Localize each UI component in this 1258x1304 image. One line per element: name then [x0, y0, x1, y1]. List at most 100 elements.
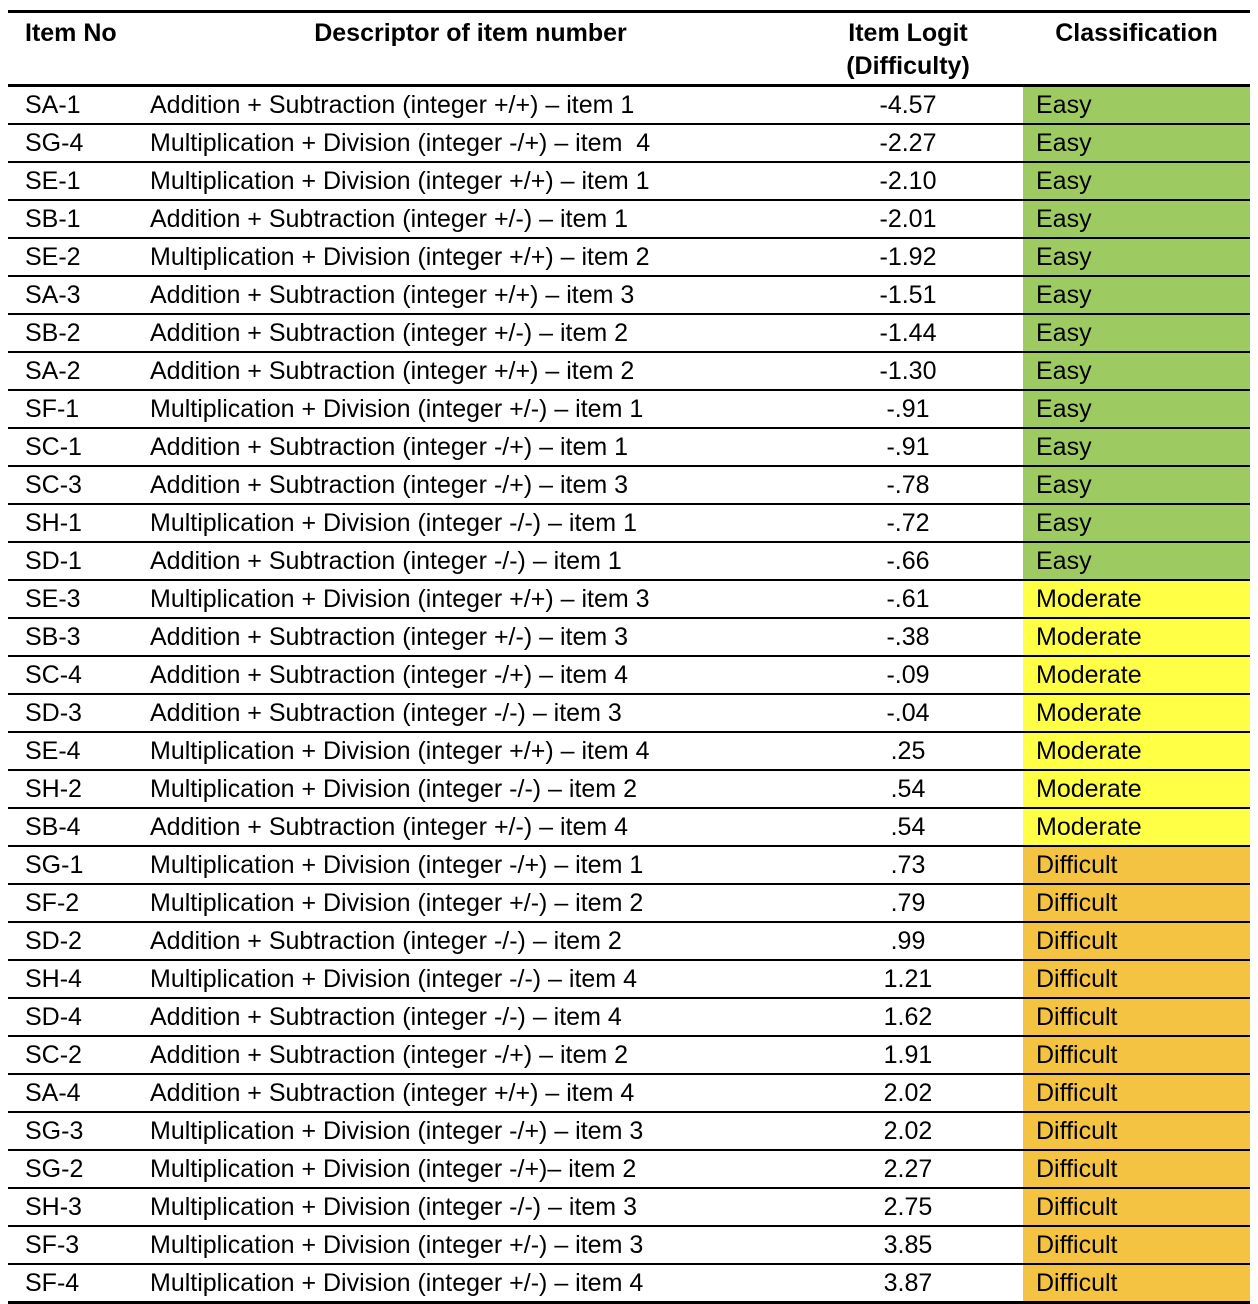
table-row: SD-2 Addition + Subtraction (integer -/-…	[8, 922, 1250, 960]
item-no-cell: SH-2	[25, 774, 82, 803]
logit-cell: .25	[890, 736, 926, 765]
item-no-cell: SA-3	[25, 280, 81, 309]
descriptor-cell: Multiplication + Division (integer -/-) …	[150, 508, 637, 537]
descriptor-cell: Multiplication + Division (integer -/-) …	[150, 774, 637, 803]
classification-cell: Moderate	[1023, 694, 1250, 732]
logit-cell: 2.27	[883, 1154, 933, 1183]
descriptor-cell: Multiplication + Division (integer +/-) …	[150, 1230, 644, 1259]
classification-cell: Easy	[1023, 314, 1250, 352]
classification-cell: Moderate	[1023, 770, 1250, 808]
item-no-cell: SF-3	[25, 1230, 80, 1259]
classification-cell: Easy	[1023, 352, 1250, 390]
item-no-cell: SE-3	[25, 584, 81, 613]
logit-cell: -1.44	[879, 318, 937, 347]
descriptor-cell: Addition + Subtraction (integer -/+) – i…	[150, 1040, 629, 1069]
classification-cell: Easy	[1023, 504, 1250, 542]
table-row: SF-3 Multiplication + Division (integer …	[8, 1226, 1250, 1264]
item-no-cell: SC-3	[25, 470, 82, 499]
item-no-cell: SA-4	[25, 1078, 81, 1107]
descriptor-cell: Addition + Subtraction (integer -/-) – i…	[150, 546, 622, 575]
classification-cell: Difficult	[1023, 1188, 1250, 1226]
descriptor-cell: Multiplication + Division (integer +/-) …	[150, 888, 644, 917]
item-no-cell: SD-4	[25, 1002, 82, 1031]
column-header-item-logit-line2: (Difficulty)	[846, 52, 970, 80]
table-row: SG-4 Multiplication + Division (integer …	[8, 124, 1250, 162]
classification-cell: Moderate	[1023, 580, 1250, 618]
logit-cell: -1.30	[879, 356, 937, 385]
logit-cell: -.72	[886, 508, 930, 537]
logit-cell: .54	[890, 812, 926, 841]
descriptor-cell: Addition + Subtraction (integer -/+) – i…	[150, 432, 629, 461]
table-row: SB-1 Addition + Subtraction (integer +/-…	[8, 200, 1250, 238]
item-no-cell: SE-4	[25, 736, 81, 765]
classification-cell: Moderate	[1023, 618, 1250, 656]
table-row: SF-1 Multiplication + Division (integer …	[8, 390, 1250, 428]
descriptor-cell: Addition + Subtraction (integer -/+) – i…	[150, 470, 629, 499]
table-row: SE-3 Multiplication + Division (integer …	[8, 580, 1250, 618]
descriptor-cell: Multiplication + Division (integer +/-) …	[150, 394, 644, 423]
descriptor-cell: Addition + Subtraction (integer +/-) – i…	[150, 812, 629, 841]
classification-cell: Easy	[1023, 85, 1250, 124]
logit-cell: 1.91	[883, 1040, 933, 1069]
item-no-cell: SB-2	[25, 318, 81, 347]
descriptor-cell: Addition + Subtraction (integer -/+) – i…	[150, 660, 629, 689]
classification-cell: Easy	[1023, 238, 1250, 276]
item-no-cell: SC-1	[25, 432, 82, 461]
logit-cell: -4.57	[879, 90, 937, 119]
table-row: SA-4 Addition + Subtraction (integer +/+…	[8, 1074, 1250, 1112]
header-row: Item No Descriptor of item number Item L…	[8, 12, 1250, 86]
table-row: SG-1 Multiplication + Division (integer …	[8, 846, 1250, 884]
classification-cell: Difficult	[1023, 1226, 1250, 1264]
descriptor-cell: Addition + Subtraction (integer +/-) – i…	[150, 204, 629, 233]
logit-cell: -.61	[886, 584, 930, 613]
column-header-item-logit: Item Logit (Difficulty)	[793, 12, 1023, 86]
logit-cell: -.04	[886, 698, 930, 727]
logit-cell: -.66	[886, 546, 930, 575]
table-row: SD-3 Addition + Subtraction (integer -/-…	[8, 694, 1250, 732]
table-header: Item No Descriptor of item number Item L…	[8, 12, 1250, 86]
classification-cell: Easy	[1023, 200, 1250, 238]
table-row: SE-4 Multiplication + Division (integer …	[8, 732, 1250, 770]
item-no-cell: SA-2	[25, 356, 81, 385]
descriptor-cell: Multiplication + Division (integer +/+) …	[150, 736, 650, 765]
item-no-cell: SD-1	[25, 546, 82, 575]
descriptor-cell: Multiplication + Division (integer -/-) …	[150, 964, 637, 993]
logit-cell: 3.85	[883, 1230, 933, 1259]
classification-cell: Easy	[1023, 466, 1250, 504]
item-no-cell: SF-4	[25, 1268, 80, 1297]
table-row: SB-2 Addition + Subtraction (integer +/-…	[8, 314, 1250, 352]
column-header-classification: Classification	[1055, 19, 1218, 47]
column-header-item-logit-line1: Item Logit	[848, 19, 968, 47]
item-no-cell: SB-3	[25, 622, 81, 651]
table-row: SA-3 Addition + Subtraction (integer +/+…	[8, 276, 1250, 314]
descriptor-cell: Addition + Subtraction (integer +/+) – i…	[150, 280, 635, 309]
table-row: SH-1 Multiplication + Division (integer …	[8, 504, 1250, 542]
classification-cell: Easy	[1023, 276, 1250, 314]
column-header-item-no: Item No	[25, 19, 117, 47]
item-no-cell: SH-4	[25, 964, 82, 993]
logit-cell: 3.87	[883, 1268, 933, 1297]
table-row: SD-1 Addition + Subtraction (integer -/-…	[8, 542, 1250, 580]
item-no-cell: SB-4	[25, 812, 81, 841]
table-row: SH-4 Multiplication + Division (integer …	[8, 960, 1250, 998]
item-no-cell: SE-1	[25, 166, 81, 195]
descriptor-cell: Addition + Subtraction (integer -/-) – i…	[150, 698, 622, 727]
table-row: SG-3 Multiplication + Division (integer …	[8, 1112, 1250, 1150]
table-row: SE-1 Multiplication + Division (integer …	[8, 162, 1250, 200]
table-body: SA-1 Addition + Subtraction (integer +/+…	[8, 85, 1250, 1303]
logit-cell: -.91	[886, 432, 930, 461]
table-row: SB-4 Addition + Subtraction (integer +/-…	[8, 808, 1250, 846]
item-no-cell: SA-1	[25, 90, 81, 119]
logit-cell: .79	[890, 888, 926, 917]
item-no-cell: SG-3	[25, 1116, 84, 1145]
classification-cell: Moderate	[1023, 732, 1250, 770]
classification-cell: Moderate	[1023, 656, 1250, 694]
classification-cell: Easy	[1023, 390, 1250, 428]
table-row: SH-3 Multiplication + Division (integer …	[8, 1188, 1250, 1226]
logit-cell: .73	[890, 850, 926, 879]
table-row: SC-4 Addition + Subtraction (integer -/+…	[8, 656, 1250, 694]
item-no-cell: SE-2	[25, 242, 81, 271]
item-no-cell: SF-1	[25, 394, 80, 423]
table-row: SC-2 Addition + Subtraction (integer -/+…	[8, 1036, 1250, 1074]
